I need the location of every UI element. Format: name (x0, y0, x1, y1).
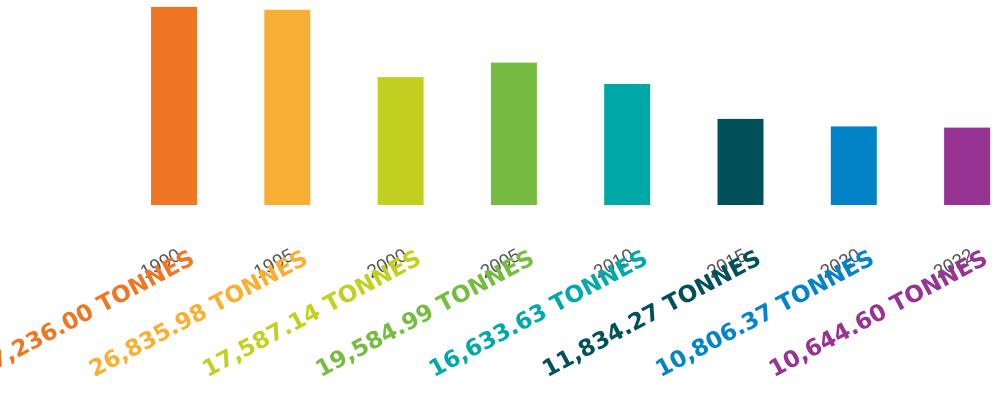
bar-2022 (944, 127, 991, 205)
bar-1995 (264, 9, 311, 205)
bar-2005 (490, 62, 537, 205)
bar-2010 (604, 84, 651, 205)
bar-1990 (151, 6, 197, 206)
bar-2015 (717, 118, 764, 205)
value-label-2022: 10,644.60 TONNES (765, 245, 992, 382)
bar-2020 (830, 126, 877, 205)
bar-2000 (377, 77, 424, 205)
